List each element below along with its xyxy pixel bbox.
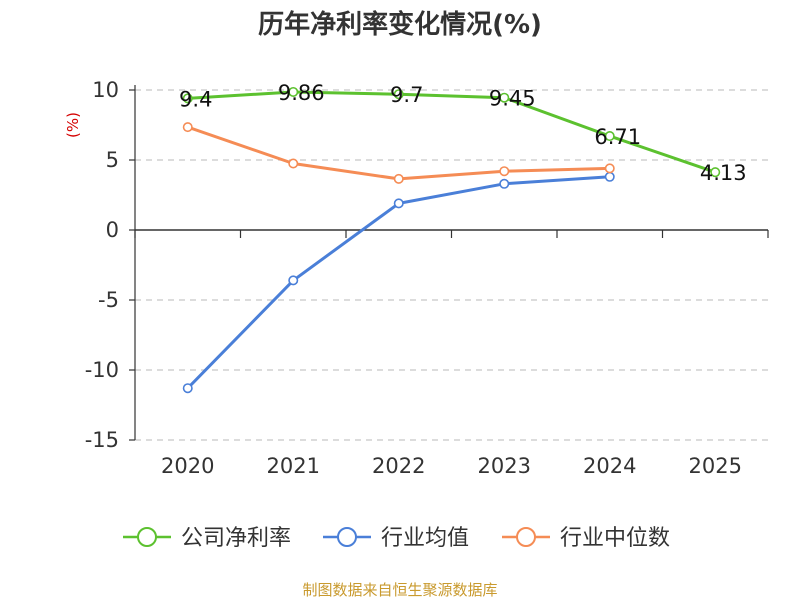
legend-item[interactable]: 行业均值 [323, 526, 469, 551]
series-line [186, 175, 610, 390]
y-axis-label: (%) [64, 112, 82, 138]
data-point [182, 383, 193, 394]
legend-label: 行业均值 [381, 526, 469, 551]
series-layer [182, 86, 721, 394]
legend-marker-icon [337, 527, 357, 547]
data-labels: 9.4 9.86 9.7 9.45 6.71 4.13 [179, 81, 747, 185]
data-point [393, 89, 404, 100]
data-label: 9.4 [179, 87, 212, 111]
data-point [182, 93, 193, 104]
data-point [393, 173, 404, 184]
legend-marker-icon [137, 527, 157, 547]
data-point [499, 92, 510, 103]
data-point [499, 166, 510, 177]
data-point [710, 167, 721, 178]
data-point [604, 171, 615, 182]
chart-title: 历年净利率变化情况(%) [258, 9, 542, 40]
data-point [393, 198, 404, 209]
data-label: 9.86 [278, 81, 325, 105]
x-tick-label: 2021 [267, 454, 320, 478]
data-point [604, 163, 615, 174]
data-point [182, 122, 193, 133]
legend: 公司净利率 行业均值 行业中位数 [123, 526, 670, 551]
legend-item[interactable]: 行业中位数 [502, 526, 670, 551]
y-tick-label: -10 [85, 358, 119, 382]
y-tick-label: -15 [85, 428, 119, 452]
y-tick-label: 0 [106, 218, 119, 242]
y-tick-label: 5 [106, 148, 119, 172]
x-tick-label: 2023 [478, 454, 531, 478]
y-tick-label: -5 [98, 288, 119, 312]
data-point [499, 178, 510, 189]
x-tick-label: 2022 [372, 454, 425, 478]
series-line [187, 90, 716, 174]
legend-label: 行业中位数 [560, 526, 670, 551]
y-tick-label: 10 [92, 78, 119, 102]
data-point [288, 86, 299, 97]
data-point [288, 158, 299, 169]
x-tick-label: 2024 [583, 454, 636, 478]
data-label: 9.45 [489, 87, 536, 111]
data-point [288, 275, 299, 286]
data-point [604, 131, 615, 142]
data-label: 6.71 [594, 125, 641, 149]
legend-label: 公司净利率 [181, 526, 291, 551]
x-tick-label: 2025 [689, 454, 742, 478]
legend-item[interactable]: 公司净利率 [123, 526, 291, 551]
series-line [187, 125, 610, 181]
source-note: 制图数据来自恒生聚源数据库 [302, 581, 497, 599]
data-label: 4.13 [700, 161, 747, 185]
data-label: 9.7 [390, 83, 423, 107]
axes: 10 5 0 -5 -10 -15 2020 2021 2022 2023 2024 2025 [85, 78, 769, 478]
x-tick-label: 2020 [161, 454, 214, 478]
legend-marker-icon [516, 527, 536, 547]
